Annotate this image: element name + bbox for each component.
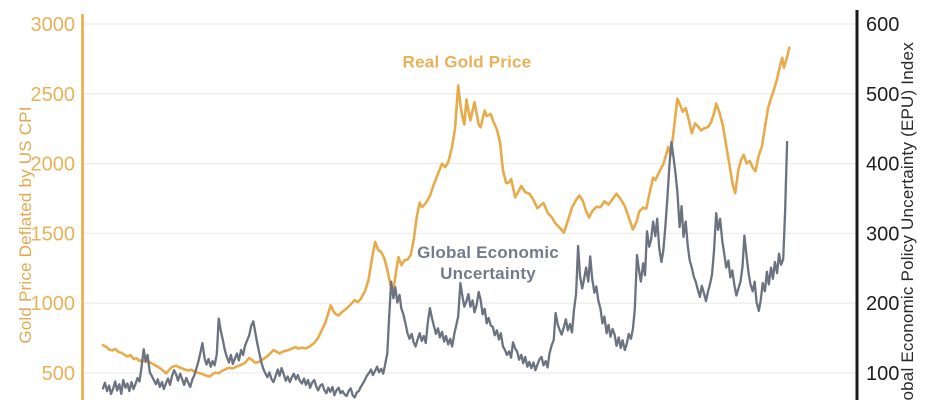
left-axis-tick-label: 1500 (31, 223, 76, 245)
right-axis-tick-label: 200 (866, 293, 899, 315)
left-axis-tick-label: 500 (42, 363, 75, 385)
right-axis-title: Global Economic Policy Uncertainty (EPU)… (898, 42, 917, 400)
right-axis-tick-label: 100 (866, 363, 899, 385)
right-axis-tick-label: 600 (866, 14, 899, 36)
epu-series-label-line2: Uncertainty (440, 264, 536, 283)
left-axis-tick-label: 1000 (31, 293, 76, 315)
left-axis-tick-label: 3000 (31, 14, 76, 36)
right-axis-tick-label: 400 (866, 154, 899, 176)
right-axis-tick-label: 300 (866, 223, 899, 245)
right-axis-tick-label: 500 (866, 84, 899, 106)
global-epu-line (101, 140, 789, 399)
epu-series-label-line1: Global Economic (417, 243, 559, 262)
left-axis-tick-label: 2500 (31, 84, 76, 106)
left-axis-title: Gold Price Deflated by US CPI (16, 106, 35, 344)
real-gold-price-line (101, 46, 791, 378)
left-axis-tick-label: 2000 (31, 154, 76, 176)
gold-series-label: Real Gold Price (402, 52, 532, 72)
epu-series-label: Global Economic Uncertainty (417, 242, 559, 284)
